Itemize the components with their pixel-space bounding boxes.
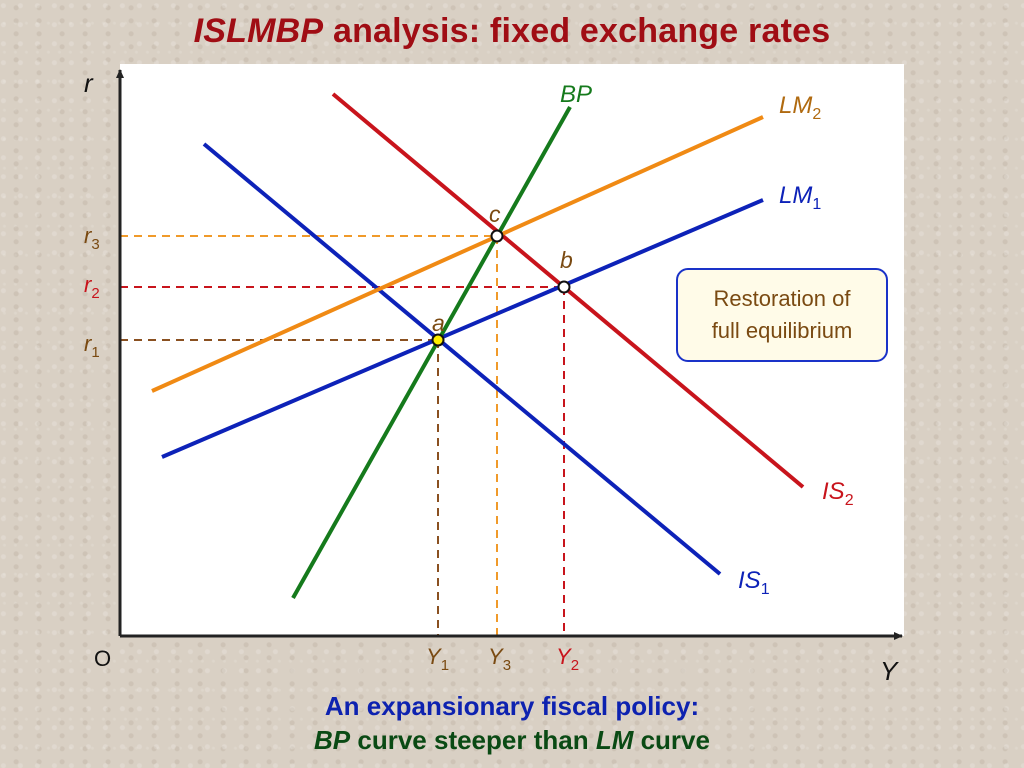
r-axis-label: r: [84, 68, 94, 98]
point-a-label: a: [432, 310, 445, 336]
caption: An expansionary fiscal policy: BP curve …: [0, 690, 1024, 758]
is1-curve-label: IS1: [738, 567, 770, 598]
is2-curve-label: IS2: [822, 478, 854, 509]
caption-line-1: An expansionary fiscal policy:: [324, 691, 700, 721]
restoration-callout: Restoration of full equilibrium: [676, 268, 888, 362]
lm1-curve: [161, 198, 764, 459]
origin-label: O: [94, 646, 111, 671]
r3-label: r3: [84, 223, 100, 253]
caption-lm: LM: [595, 724, 634, 755]
page-title: ISLMBP analysis: fixed exchange rates: [0, 12, 1024, 51]
point-b-label: b: [560, 247, 573, 273]
callout-line-2: full equilibrium: [711, 318, 853, 343]
callout-line-1: Restoration of: [713, 286, 851, 312]
is1-curve: [202, 142, 722, 576]
point-a-marker: [431, 333, 445, 347]
point-b-marker: [557, 280, 571, 294]
y-axis-label: Y: [880, 656, 899, 686]
point-c-label: c: [489, 201, 501, 227]
caption-bp: BP: [314, 724, 351, 755]
caption-end: curve: [633, 724, 710, 755]
r1-label: r1: [84, 331, 100, 361]
y1-label: Y1: [426, 644, 449, 674]
title-italic: ISLMBP: [193, 12, 324, 50]
caption-line-2: BP curve steeper than LM curve: [0, 724, 1024, 758]
caption-mid: curve steeper than: [350, 724, 596, 755]
point-c-marker: [490, 229, 504, 243]
lm1-curve-label: LM1: [779, 182, 821, 213]
lm2-curve: [151, 115, 764, 393]
bp-curve-label: BP: [560, 81, 592, 108]
lm2-curve-label: LM2: [779, 92, 821, 123]
y2-label: Y2: [556, 644, 579, 674]
title-rest: analysis: fixed exchange rates: [323, 12, 831, 50]
r2-label: r2: [84, 272, 100, 302]
y3-label: Y3: [488, 644, 511, 674]
bp-curve: [291, 106, 572, 599]
